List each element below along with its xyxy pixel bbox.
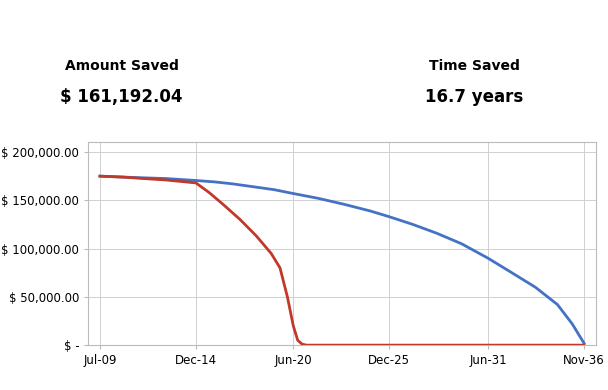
Text: Amount Saved: Amount Saved — [64, 60, 179, 73]
Text: Original vs Current Plan: Original vs Current Plan — [183, 13, 425, 32]
Text: $ 161,192.04: $ 161,192.04 — [60, 88, 183, 106]
Text: Time Saved: Time Saved — [429, 60, 520, 73]
Text: 16.7 years: 16.7 years — [425, 88, 523, 106]
